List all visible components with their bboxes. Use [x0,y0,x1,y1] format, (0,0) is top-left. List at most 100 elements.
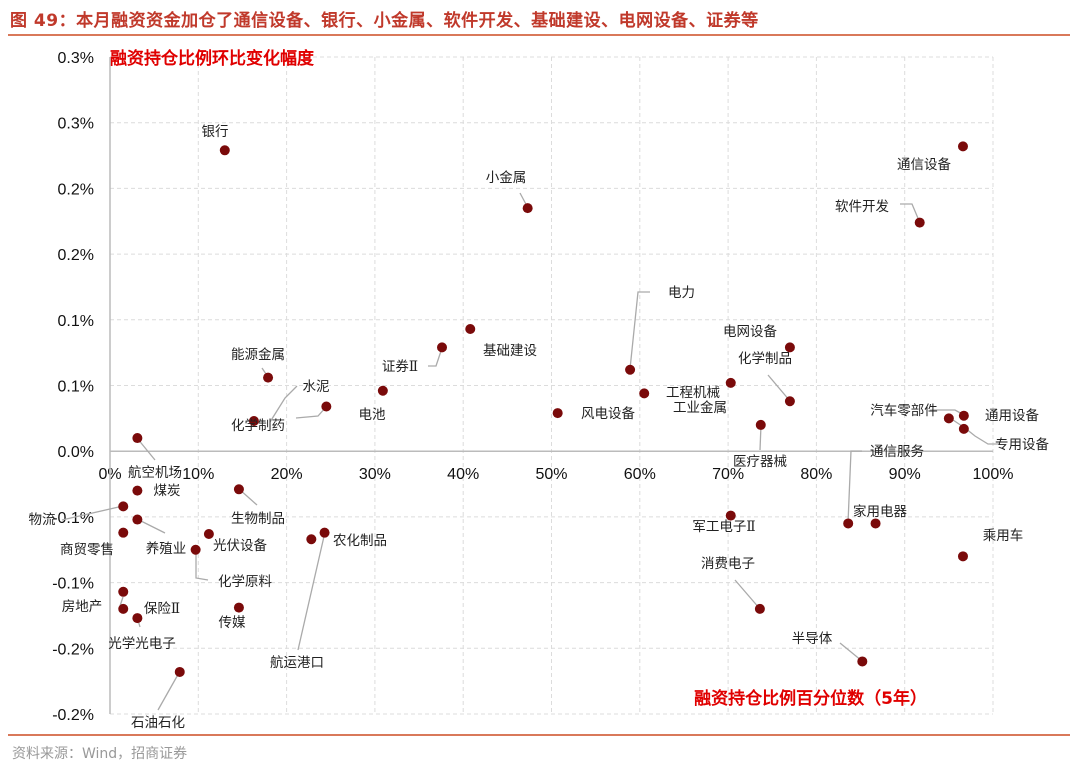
leader-line [157,670,181,711]
x-tick-label: 70% [712,466,744,483]
point-label: 医疗器械 [733,454,787,470]
point-label: 通信设备 [897,156,951,173]
data-point [306,534,317,545]
leader-line [767,374,791,402]
data-point [233,484,244,495]
data-point [957,141,968,152]
point-label: 传媒 [219,615,246,631]
data-point [377,385,388,396]
x-tick-label: 80% [800,466,832,483]
point-label: 航空机场 [128,465,182,481]
x-tick-label: 30% [359,466,391,483]
data-point [233,602,244,613]
point-label: 房地产 [62,599,103,615]
point-label: 工业金属 [673,400,727,416]
point-label: 半导体 [792,631,833,647]
leader-line [734,579,761,610]
data-point [870,518,881,529]
x-tick-label: 60% [624,466,656,483]
point-label: 汽车零部件 [870,402,938,419]
leader-line [847,450,862,524]
figure-title: 图 49：本月融资资金加仓了通信设备、银行、小金属、软件开发、基础建设、电网设备… [10,11,759,31]
data-point [843,518,854,529]
point-label: 化学制药 [231,418,285,434]
leader-line [61,505,124,521]
point-label: 煤炭 [154,483,181,499]
point-label: 生物制品 [231,511,285,527]
x-tick-label: 10% [182,466,214,483]
data-point [118,603,129,614]
point-label: 小金属 [486,170,527,186]
data-point [784,342,795,353]
point-label: 物流 [29,512,56,528]
leader-line [839,642,863,662]
data-point [118,501,129,512]
data-point [755,419,766,430]
point-label: 航运港口 [270,655,324,671]
point-label: 电网设备 [723,323,777,340]
data-point [203,528,214,539]
data-point [174,666,185,677]
y-tick-label: -0.2% [52,641,94,658]
data-point [118,586,129,597]
data-point [248,415,259,426]
data-point [784,396,795,407]
y-tick-label: 0.2% [58,181,94,198]
data-point [132,433,143,444]
point-label: 电力 [668,285,695,301]
x-axis-title: 融资持仓比例百分位数（5年） [694,688,927,709]
y-tick-label: 0.0% [58,444,94,461]
point-label: 养殖业 [146,540,187,557]
x-tick-label: 40% [447,466,479,483]
leader-line [295,406,327,419]
point-label: 农化制品 [333,533,387,549]
data-point [190,544,201,555]
y-tick-label: -0.2% [52,707,94,724]
y-tick-label: 0.3% [58,50,94,67]
point-label: 化学原料 [218,574,272,590]
point-label: 石油石化 [131,715,185,731]
x-tick-label: 20% [271,466,303,483]
point-label: 军工电子Ⅱ [692,519,755,535]
leader-line [195,550,209,581]
data-point [118,527,129,538]
point-label: 能源金属 [231,347,285,363]
y-tick-label: -0.1% [52,510,94,527]
x-tick-label: 100% [973,466,1014,483]
data-point [914,217,925,228]
point-label: 光学光电子 [108,636,176,652]
y-tick-label: 0.1% [58,313,94,330]
source-note: 资料来源：Wind，招商证券 [12,746,188,762]
data-point [857,656,868,667]
data-point [132,485,143,496]
point-label: 电池 [359,407,386,423]
point-label: 消费电子 [701,556,755,572]
data-point [958,423,969,434]
point-label: 商贸零售 [60,542,114,558]
data-point [725,377,736,388]
data-point [552,408,563,419]
data-point [625,364,636,375]
footer-divider [8,734,1070,736]
axes: 0.3% 0.3% 0.2% 0.2% 0.1% 0.1% 0.0% -0.1% -0.1% -0… [52,50,1013,724]
data-point [725,510,736,521]
y-axis-title: 融资持仓比例环比变化幅度 [110,48,315,69]
point-label: 软件开发 [835,199,889,215]
point-label: 证券Ⅱ [382,359,418,375]
leader-line [900,203,921,224]
data-point [754,603,765,614]
point-label: 通用设备 [985,407,1039,424]
data-point [132,613,143,624]
grid [110,56,994,715]
y-tick-label: 0.2% [58,247,94,264]
y-tick-label: 0.3% [58,116,94,133]
point-label: 银行 [202,124,229,140]
data-point [943,413,954,424]
data-point [958,410,969,421]
leader-line [428,347,443,367]
title-divider [8,34,1070,36]
data-point [957,551,968,562]
point-label: 化学制品 [738,351,792,367]
